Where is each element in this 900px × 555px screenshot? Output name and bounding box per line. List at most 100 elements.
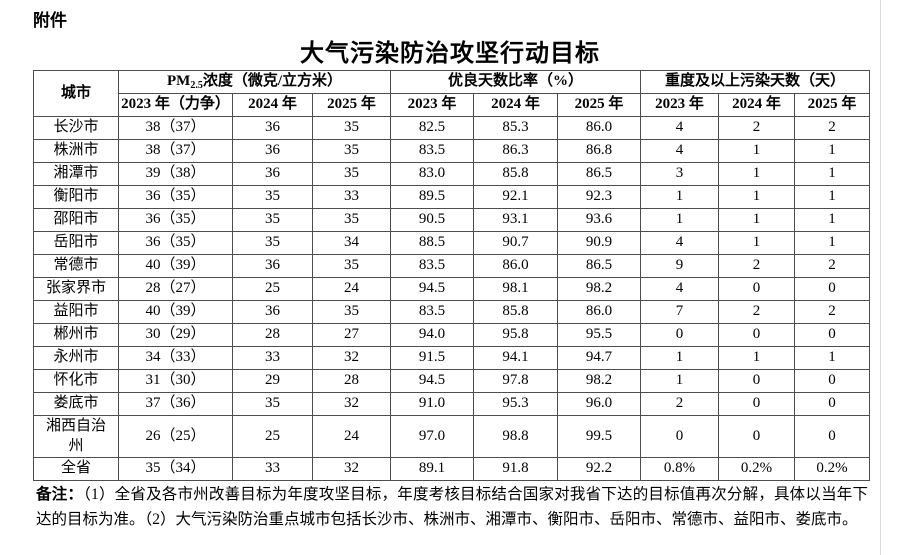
value-cell: 36（35） <box>118 208 233 232</box>
value-cell: 35 <box>232 208 313 232</box>
value-cell: 0 <box>794 369 870 393</box>
value-cell: 40（39） <box>118 254 233 278</box>
value-cell: 0 <box>794 392 870 416</box>
city-cell: 永州市 <box>33 346 119 370</box>
value-cell: 4 <box>640 231 719 255</box>
value-cell: 94.5 <box>390 277 474 301</box>
value-cell: 28（27） <box>118 277 233 301</box>
value-cell: 3 <box>640 162 719 186</box>
value-cell: 35 <box>232 231 313 255</box>
value-cell: 1 <box>718 185 795 209</box>
table-row: 全省 35（34） 33 32 89.1 91.8 92.2 0.8% 0.2%… <box>33 457 870 481</box>
city-cell: 全省 <box>33 457 119 481</box>
value-cell: 7 <box>640 300 719 324</box>
value-cell: 97.0 <box>390 415 474 458</box>
value-cell: 0.2% <box>718 457 795 481</box>
value-cell: 83.5 <box>390 139 474 163</box>
year-header: 2023 年 <box>640 93 719 117</box>
header-group-row: 城市 PM2.5浓度（微克/立方米） 优良天数比率（%） 重度及以上污染天数（天… <box>33 70 870 117</box>
city-cell: 岳阳市 <box>33 231 119 255</box>
value-cell: 27 <box>312 323 391 347</box>
value-cell: 91.8 <box>473 457 558 481</box>
value-cell: 96.0 <box>557 392 641 416</box>
value-cell: 90.7 <box>473 231 558 255</box>
table-row: 湘西自治州 26（25） 25 24 97.0 98.8 99.5 0 0 0 <box>33 415 870 458</box>
value-cell: 35 <box>312 139 391 163</box>
value-cell: 85.8 <box>473 162 558 186</box>
value-cell: 36 <box>232 116 313 140</box>
city-cell: 长沙市 <box>33 116 119 140</box>
pm25-prefix: PM <box>167 73 191 89</box>
value-cell: 35（34） <box>118 457 233 481</box>
table-body: 长沙市 38（37） 36 35 82.5 85.3 86.0 4 2 2 株洲… <box>33 116 870 481</box>
value-cell: 1 <box>640 346 719 370</box>
value-cell: 1 <box>718 162 795 186</box>
value-cell: 0 <box>718 369 795 393</box>
value-cell: 35 <box>312 116 391 140</box>
value-cell: 1 <box>718 346 795 370</box>
notes-label: 备注： <box>36 486 84 503</box>
value-cell: 35 <box>232 392 313 416</box>
city-cell: 怀化市 <box>33 369 119 393</box>
year-header: 2023 年（力争） <box>118 93 233 117</box>
value-cell: 32 <box>312 457 391 481</box>
value-cell: 4 <box>640 277 719 301</box>
value-cell: 0 <box>794 415 870 458</box>
value-cell: 32 <box>312 346 391 370</box>
table-row: 永州市 34（33） 33 32 91.5 94.1 94.7 1 1 1 <box>33 346 870 370</box>
value-cell: 92.3 <box>557 185 641 209</box>
value-cell: 28 <box>232 323 313 347</box>
value-cell: 36 <box>232 254 313 278</box>
footnotes: 备注：（1）全省及各市州改善目标为年度攻坚目标，年度考核目标结合国家对我省下达的… <box>36 482 868 533</box>
value-cell: 92.1 <box>473 185 558 209</box>
value-cell: 94.5 <box>390 369 474 393</box>
value-cell: 86.5 <box>557 162 641 186</box>
value-cell: 86.5 <box>557 254 641 278</box>
value-cell: 99.5 <box>557 415 641 458</box>
value-cell: 94.7 <box>557 346 641 370</box>
value-cell: 4 <box>640 139 719 163</box>
city-column-header: 城市 <box>33 70 119 117</box>
value-cell: 98.2 <box>557 277 641 301</box>
value-cell: 90.9 <box>557 231 641 255</box>
value-cell: 86.0 <box>557 300 641 324</box>
value-cell: 35 <box>232 185 313 209</box>
value-cell: 2 <box>718 254 795 278</box>
value-cell: 36（35） <box>118 231 233 255</box>
value-cell: 1 <box>794 162 870 186</box>
city-cell: 衡阳市 <box>33 185 119 209</box>
value-cell: 37（36） <box>118 392 233 416</box>
year-header: 2024 年 <box>473 93 558 117</box>
value-cell: 86.0 <box>557 116 641 140</box>
value-cell: 1 <box>640 185 719 209</box>
pm25-suffix: 浓度（微克/立方米） <box>202 73 342 89</box>
table-row: 株洲市 38（37） 36 35 83.5 86.3 86.8 4 1 1 <box>33 139 870 163</box>
value-cell: 88.5 <box>390 231 474 255</box>
year-header: 2024 年 <box>718 93 795 117</box>
value-cell: 0 <box>718 392 795 416</box>
value-cell: 0 <box>640 323 719 347</box>
value-cell: 85.8 <box>473 300 558 324</box>
city-cell: 娄底市 <box>33 392 119 416</box>
value-cell: 1 <box>794 208 870 232</box>
value-cell: 1 <box>718 139 795 163</box>
table-row: 娄底市 37（36） 35 32 91.0 95.3 96.0 2 0 0 <box>33 392 870 416</box>
col-group-pm25: PM2.5浓度（微克/立方米） <box>118 70 391 94</box>
value-cell: 33 <box>232 457 313 481</box>
value-cell: 83.0 <box>390 162 474 186</box>
value-cell: 38（37） <box>118 139 233 163</box>
value-cell: 95.5 <box>557 323 641 347</box>
value-cell: 83.5 <box>390 254 474 278</box>
year-header: 2025 年 <box>312 93 391 117</box>
table-row: 长沙市 38（37） 36 35 82.5 85.3 86.0 4 2 2 <box>33 116 870 140</box>
value-cell: 2 <box>794 116 870 140</box>
value-cell: 94.0 <box>390 323 474 347</box>
city-cell: 郴州市 <box>33 323 119 347</box>
value-cell: 2 <box>794 254 870 278</box>
value-cell: 36 <box>232 162 313 186</box>
value-cell: 33 <box>232 346 313 370</box>
page-edge-divider <box>880 0 881 555</box>
city-cell: 常德市 <box>33 254 119 278</box>
value-cell: 25 <box>232 415 313 458</box>
value-cell: 0 <box>718 415 795 458</box>
